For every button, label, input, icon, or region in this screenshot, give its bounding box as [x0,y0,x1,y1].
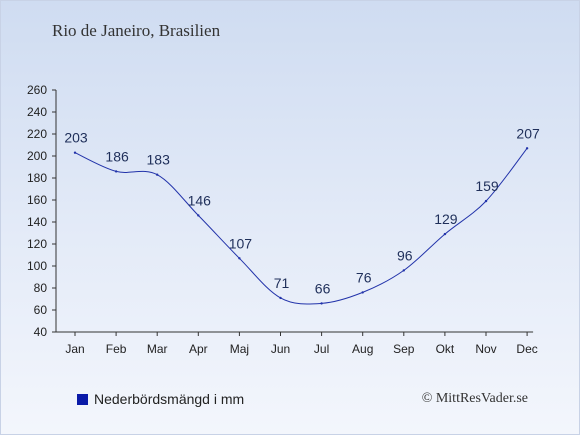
data-point [73,151,77,154]
x-tick-label: Okt [436,342,455,356]
y-tick-label: 100 [27,259,47,273]
data-point [443,232,447,236]
y-tick-label: 220 [27,127,47,141]
y-tick-label: 200 [27,149,47,163]
data-point [484,199,488,203]
x-tick-label: Aug [352,342,373,356]
y-tick-label: 240 [27,105,47,119]
legend: Nederbördsmängd i mm [77,391,244,407]
x-tick-label: Maj [230,342,249,356]
data-point [238,257,241,260]
data-label: 107 [229,235,253,251]
data-label: 159 [475,178,499,194]
x-tick-label: Jan [65,342,84,356]
x-tick-label: Nov [475,342,496,356]
y-tick-label: 40 [34,325,48,339]
data-label: 207 [516,125,540,141]
y-tick-label: 60 [34,303,48,317]
data-point [114,170,118,173]
x-tick-label: Dec [516,342,537,356]
data-label: 186 [105,148,129,164]
y-tick-label: 140 [27,215,47,229]
data-point [361,291,364,294]
data-point [197,214,200,217]
data-label: 183 [147,152,171,168]
chart-title: Rio de Janeiro, Brasilien [52,21,221,40]
y-tick-label: 260 [27,83,47,97]
data-point [402,269,405,272]
data-point [279,296,282,300]
data-label: 66 [315,280,331,296]
data-point [525,147,529,150]
x-tick-label: Mar [147,342,168,356]
x-tick-label: Sep [393,342,415,356]
legend-swatch [77,393,88,405]
data-label: 76 [356,269,372,285]
data-label: 146 [188,192,212,208]
y-tick-label: 160 [27,193,47,207]
data-point [156,173,159,176]
y-tick-label: 120 [27,237,47,251]
x-tick-label: Feb [106,342,127,356]
data-label: 96 [397,247,413,263]
y-tick-label: 80 [34,281,48,295]
x-tick-label: Jun [271,342,290,356]
legend-label: Nederbördsmängd i mm [94,391,245,407]
x-tick-label: Jul [314,342,329,356]
data-label: 129 [434,211,458,227]
data-label: 71 [274,275,290,291]
data-label: 203 [64,130,88,146]
data-point [320,302,323,305]
credit-text: © MittResVader.se [421,391,528,406]
x-tick-label: Apr [189,342,208,356]
y-tick-label: 180 [27,171,47,185]
series-line [74,147,528,305]
